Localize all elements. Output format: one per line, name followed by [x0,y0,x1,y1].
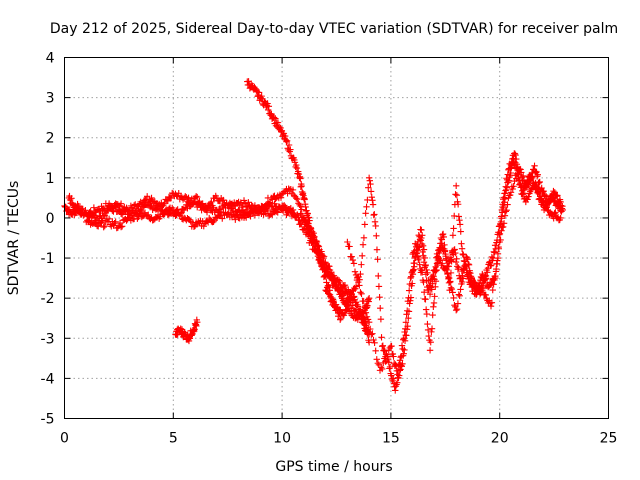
trace-e-point [429,312,435,318]
y-tick-label: -1 [41,251,55,267]
trace-e-point [424,321,430,327]
trace-d-point [366,175,372,181]
trace-f-point [503,208,509,214]
trace-f-point [450,295,456,301]
y-tick-label: -5 [41,412,55,428]
trace-e-point [452,191,458,197]
x-tick-label: 0 [60,431,69,447]
trace-d-point [369,197,375,203]
y-tick-label: -2 [41,291,55,307]
trace-d-point [372,223,378,229]
y-axis-label: SDTVAR / TECUs [6,181,22,296]
trace-e-point [457,221,463,227]
trace-d-point [373,233,379,239]
trace-e-point [371,340,377,346]
trace-e-point [361,298,367,304]
plot-frame [65,58,609,419]
data-points [61,78,566,393]
trace-e-point [430,304,436,310]
trace-e-point [424,311,430,317]
trace-d-point [362,210,368,216]
trace-d-point [363,204,369,210]
trace-d-point [360,241,366,247]
descending-trace-point [294,165,300,171]
trace-d-point [371,212,377,218]
trace-f-point [494,261,500,267]
trace-d-point [367,177,373,183]
trace-d-point [392,387,398,393]
trace-f-point [424,270,430,276]
trace-d-point [358,261,364,267]
trace-e-point [456,213,462,219]
trace-d-point [368,188,374,194]
trace-d-point [378,316,384,322]
x-axis-label: GPS time / hours [275,459,392,475]
trace-e-point [429,325,435,331]
x-tick-label: 15 [382,431,400,447]
x-tick-label: 10 [273,431,291,447]
trace-d-point [362,221,368,227]
trace-d-point [370,201,376,207]
trace-d-point [378,334,384,340]
trace-e-point [358,291,364,297]
axis-ticks: 0 5 10 15 20 25 -5 -4 -3 -2 -1 0 1 2 3 4 [41,51,618,447]
trace-d-point [454,263,460,269]
trace-e-point [537,179,543,185]
grid-lines [65,58,609,419]
y-tick-label: 0 [46,211,55,227]
trace-e-point [453,183,459,189]
trace-e-point [458,228,464,234]
x-tick-label: 5 [169,431,178,447]
y-tick-label: 1 [46,171,55,187]
trace-e-point [423,306,429,312]
trace-e-point [411,260,417,266]
trace-f-point [496,246,502,252]
trace-e-point [427,347,433,353]
trace-d-point [376,294,382,300]
sdtvar-chart: Day 212 of 2025, Sidereal Day-to-day VTE… [0,0,640,480]
chart-title: Day 212 of 2025, Sidereal Day-to-day VTE… [50,21,618,37]
trace-e-point [357,289,363,295]
x-tick-label: 20 [491,431,509,447]
trace-e-point [531,163,537,169]
trace-e-point [372,348,378,354]
trace-d-point [375,273,381,279]
trace-e-point [459,245,465,251]
trace-e-point [460,251,466,257]
trace-d-point [377,305,383,311]
y-tick-label: 3 [46,91,55,107]
trace-e-point [422,296,428,302]
y-tick-label: -4 [41,371,55,387]
trace-d-point [359,253,365,259]
trace-e-point [351,260,357,266]
y-tick-label: -3 [41,331,55,347]
y-tick-label: 2 [46,131,55,147]
y-tick-label: 4 [46,51,55,67]
trace-d-point [372,219,378,225]
trace-e-point [349,253,355,259]
trace-e-point [450,225,456,231]
trace-e-point [454,192,460,198]
trace-d-point [371,211,377,217]
trace-e-point [431,300,437,306]
trace-d-point [374,256,380,262]
trace-d-point [376,283,382,289]
x-tick-label: 25 [600,431,618,447]
trace-c-point [102,223,108,229]
trace-e-point [450,232,456,238]
trace-d-point [374,247,380,253]
trace-e-point [458,241,464,247]
trace-d-point [361,235,367,241]
